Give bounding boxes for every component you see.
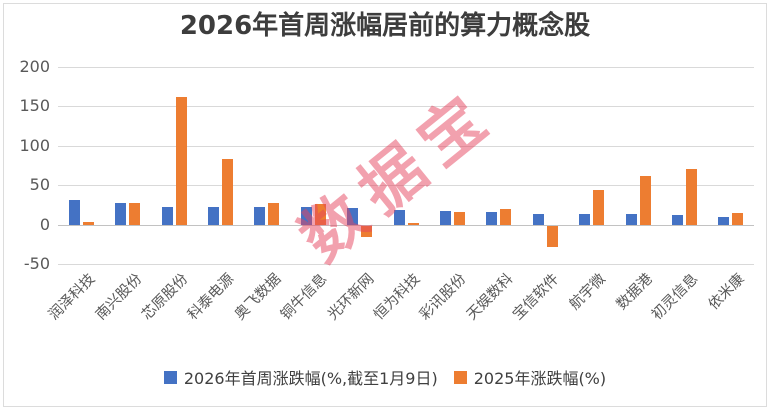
x-category-label: 铜牛信息 [278, 271, 331, 324]
legend: 2026年首周涨跌幅(%,截至1月9日) 2025年涨跌幅(%) [0, 364, 770, 390]
y-tick-label: 0 [39, 215, 50, 234]
y-tick-label: 200 [19, 57, 50, 76]
chart-bar [407, 223, 419, 225]
y-tick-label: 50 [29, 175, 50, 194]
chart-bar [361, 225, 373, 237]
chart-bar [453, 212, 465, 225]
chart-bar [593, 189, 605, 225]
x-category-label: 恒为科技 [370, 271, 424, 324]
legend-swatch-2025-icon [453, 370, 467, 384]
gridline [58, 106, 754, 107]
chart-bar [254, 206, 266, 225]
chart-bar [625, 214, 637, 225]
x-category-label: 光环新网 [324, 271, 377, 324]
legend-entry-2025: 2025年涨跌幅(%) [453, 365, 607, 389]
x-category-label: 依米康 [706, 271, 749, 314]
chart-bar [161, 206, 173, 225]
chart-bar [546, 225, 558, 247]
x-category-label: 宝信软件 [510, 271, 563, 324]
x-category-label: 南兴股份 [92, 271, 145, 324]
legend-entry-2026: 2026年首周涨跌幅(%,截至1月9日) [163, 365, 438, 389]
x-category-label: 润泽科技 [46, 271, 99, 324]
chart-bar [718, 216, 730, 225]
x-category-label: 航宇微 [566, 271, 609, 314]
legend-label-2025: 2025年涨跌幅(%) [473, 369, 607, 388]
chart-bar [300, 207, 312, 225]
chart-bar [393, 210, 405, 225]
legend-swatch-2026-icon [163, 370, 177, 384]
y-tick-label: 100 [19, 136, 50, 155]
y-tick-label: -50 [23, 254, 50, 273]
chart-title: 2026年首周涨幅居前的算力概念股 [179, 11, 591, 41]
gridline [58, 185, 754, 186]
chart-bar [221, 159, 233, 225]
x-category-label: 天娱数科 [463, 271, 517, 324]
chart-bar [207, 206, 219, 225]
watermark: 数据宝 [286, 75, 510, 276]
chart-bar [129, 203, 141, 225]
gridline [58, 264, 754, 265]
chart-bar [82, 222, 94, 225]
y-tick-label: 150 [19, 96, 50, 115]
chart-bar [500, 208, 512, 225]
chart-bar [175, 96, 187, 225]
chart-bar [579, 213, 591, 225]
chart-bar [671, 215, 683, 225]
chart-bar [439, 211, 451, 225]
legend-label-2026: 2026年首周涨跌幅(%,截至1月9日) [183, 369, 438, 388]
chart-bar [732, 212, 744, 225]
chart-bar [685, 169, 697, 225]
chart-bar [268, 202, 280, 225]
chart-bar [68, 200, 80, 225]
x-category-label: 芯原股份 [138, 271, 192, 324]
x-category-label: 科泰电源 [185, 271, 238, 324]
x-axis-zero-line [58, 225, 754, 226]
x-category-label: 奥飞数据 [231, 271, 285, 324]
gridline [58, 67, 754, 68]
chart-bar [115, 202, 127, 225]
chart-bar [532, 213, 544, 225]
x-category-label: 初灵信息 [649, 271, 702, 324]
chart-bar [314, 204, 326, 225]
chart-bar [639, 175, 651, 225]
gridline [58, 146, 754, 147]
chart-bar [486, 212, 498, 225]
chart-bar [347, 208, 359, 225]
x-category-label: 彩讯股份 [417, 271, 470, 324]
x-category-label: 数据港 [613, 271, 656, 314]
